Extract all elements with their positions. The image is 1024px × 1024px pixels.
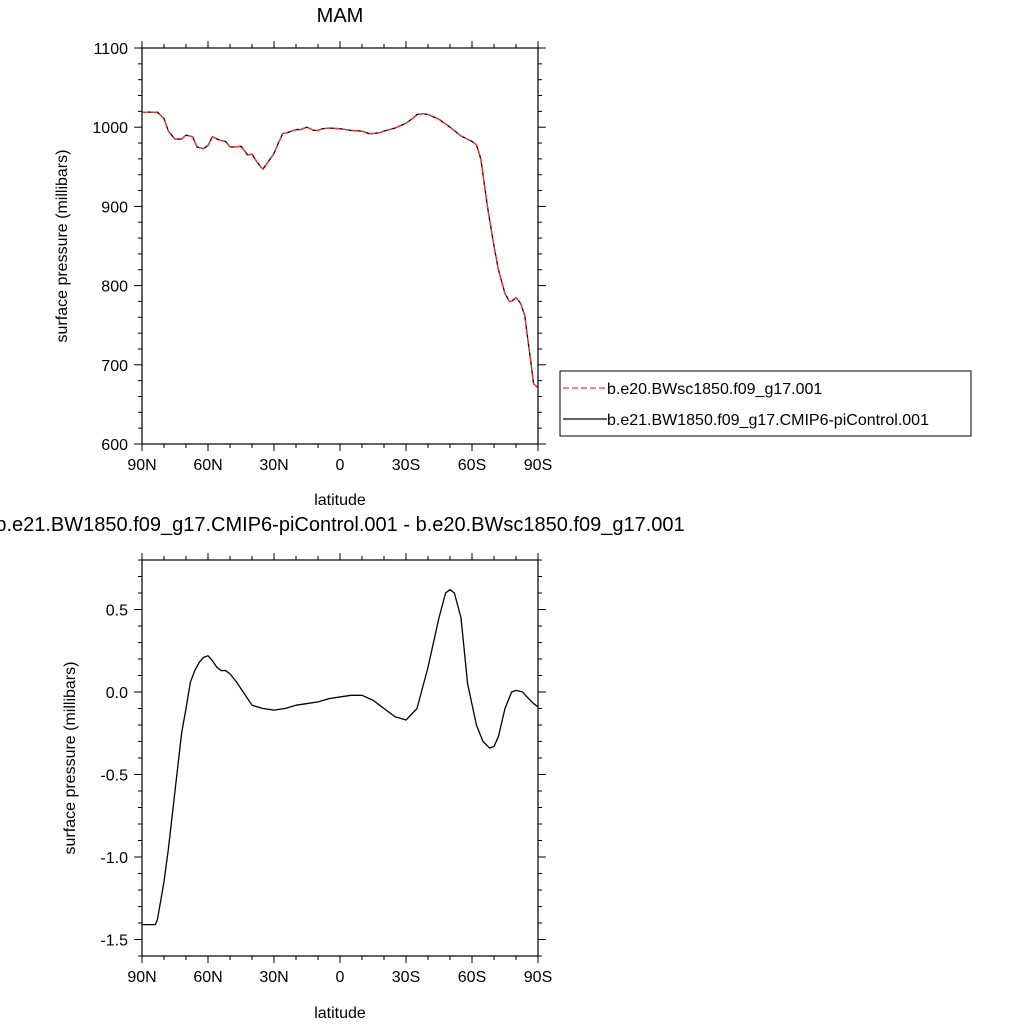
top-x-axis-title: latitude <box>314 492 366 509</box>
top-series-lines <box>142 111 539 389</box>
series-line-1 <box>142 589 539 926</box>
y-tick-label: 600 <box>101 437 128 454</box>
x-tick-label: 60N <box>193 457 222 474</box>
x-tick-label: 0 <box>336 457 345 474</box>
bottom-x-tick-labels: 90N 60N 30N 0 30S 60S 90S <box>127 969 552 986</box>
top-x-tick-labels: 90N 60N 30N 0 30S 60S 90S <box>127 457 552 474</box>
y-tick-label: 900 <box>101 199 128 216</box>
bottom-tick-marks <box>134 553 546 963</box>
top-tick-marks <box>134 41 546 451</box>
x-tick-label: 90S <box>524 969 552 986</box>
x-tick-label: 30S <box>392 969 420 986</box>
y-tick-label: -1.5 <box>100 933 128 950</box>
x-tick-label: 60N <box>193 969 222 986</box>
x-tick-label: 90N <box>127 969 156 986</box>
legend-label-series-2: b.e21.BW1850.f09_g17.CMIP6-piControl.001 <box>607 412 929 429</box>
top-plot-frame <box>141 47 539 445</box>
series-line-1 <box>142 111 539 389</box>
top-y-tick-labels: 600 700 800 900 1000 1100 <box>92 41 128 454</box>
bottom-y-tick-labels: -1.5 -1.0 -0.5 0.0 0.5 <box>100 603 128 950</box>
top-y-axis-title: surface pressure (millibars) <box>54 150 71 343</box>
x-tick-label: 30N <box>259 969 288 986</box>
x-tick-label: 60S <box>458 457 486 474</box>
x-tick-label: 90N <box>127 457 156 474</box>
y-tick-label: -0.5 <box>100 768 128 785</box>
bottom-plot-frame <box>141 559 539 957</box>
y-tick-label: 800 <box>101 279 128 296</box>
x-tick-label: 30S <box>392 457 420 474</box>
x-tick-label: 90S <box>524 457 552 474</box>
x-tick-label: 30N <box>259 457 288 474</box>
y-tick-label: 1000 <box>92 120 128 137</box>
bottom-x-axis-title: latitude <box>314 1005 366 1022</box>
x-tick-label: 60S <box>458 969 486 986</box>
y-tick-label: 700 <box>101 358 128 375</box>
bottom-series-lines <box>142 589 539 926</box>
legend-box <box>559 370 972 437</box>
bottom-chart: b.e21.BW1850.f09_g17.CMIP6-piControl.001… <box>0 514 685 1022</box>
y-tick-label: 0.0 <box>106 685 128 702</box>
y-tick-label: 0.5 <box>106 603 128 620</box>
x-tick-label: 0 <box>336 969 345 986</box>
top-chart-title: MAM <box>317 5 364 27</box>
legend-label-series-1: b.e20.BWsc1850.f09_g17.001 <box>607 381 822 398</box>
y-tick-label: 1100 <box>94 41 129 58</box>
legend: b.e20.BWsc1850.f09_g17.001 b.e21.BW1850.… <box>559 370 972 437</box>
y-tick-label: -1.0 <box>100 850 128 867</box>
top-chart: MAM 90N 60N 30N 0 30S 60S 90S 600 700 800 900 1000… <box>54 5 552 509</box>
bottom-y-axis-title: surface pressure (millibars) <box>62 662 79 855</box>
bottom-chart-title: b.e21.BW1850.f09_g17.CMIP6-piControl.001… <box>0 514 685 536</box>
